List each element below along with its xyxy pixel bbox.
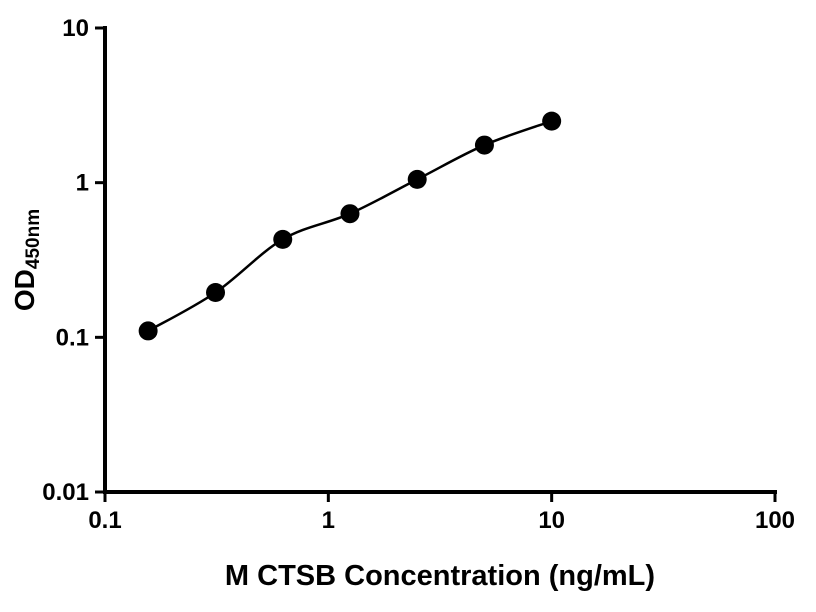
y-axis-title-main: OD (9, 269, 40, 311)
y-tick-label: 0.01 (42, 479, 89, 506)
y-tick-label: 0.1 (56, 324, 89, 351)
data-point (407, 169, 427, 189)
data-point (273, 229, 293, 249)
data-point (138, 321, 158, 341)
x-tick-label: 1 (322, 507, 335, 534)
data-point (474, 135, 494, 155)
x-tick-label: 10 (538, 507, 565, 534)
y-axis-title-subscript: 450nm (23, 209, 44, 269)
data-point (206, 282, 226, 302)
x-axis-title: M CTSB Concentration (ng/mL) (225, 560, 655, 592)
y-axis-title: OD450nm (9, 209, 44, 311)
x-tick-label: 100 (755, 507, 795, 534)
y-tick-label: 10 (62, 15, 89, 42)
x-tick-label: 0.1 (88, 507, 121, 534)
fit-curve (147, 119, 553, 333)
data-point (542, 111, 562, 131)
y-tick-label: 1 (76, 170, 89, 197)
data-point (340, 204, 360, 224)
